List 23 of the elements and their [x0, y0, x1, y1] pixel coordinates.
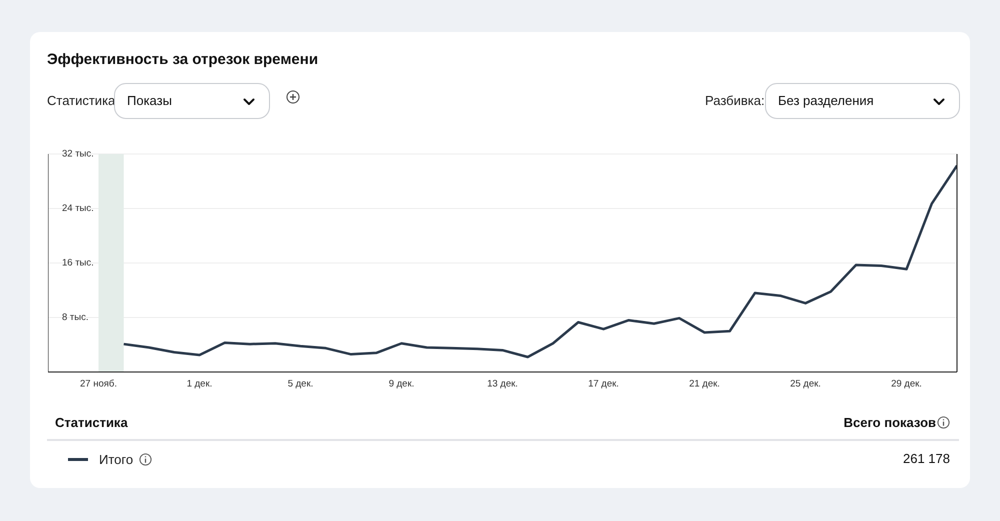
text: Показы: [127, 93, 172, 108]
x-tick-label: 25 дек.: [790, 378, 821, 390]
x-tick-label: 27 нояб.: [80, 378, 117, 390]
text: Без разделения: [778, 93, 874, 108]
x-tick-label: 5 дек.: [288, 378, 314, 390]
text: Статистика: [47, 93, 116, 108]
text: Всего показов: [844, 415, 936, 430]
x-tick-label: 13 дек.: [487, 378, 518, 390]
x-tick-label: 9 дек.: [388, 378, 414, 390]
x-tick-label: 29 дек.: [891, 378, 922, 390]
x-tick-label: 21 дек.: [689, 378, 720, 390]
x-tick-label: 1 дек.: [186, 378, 212, 390]
chart-title: Эффективность за отрезок времени: [47, 51, 318, 68]
y-tick-label: 8 тыс.: [62, 312, 88, 324]
y-tick-label: 16 тыс.: [62, 258, 94, 269]
text: Статистика: [55, 415, 128, 430]
legend-label: Итого: [99, 452, 134, 466]
x-tick-label: 17 дек.: [588, 378, 619, 390]
text: Разбивка:: [705, 93, 765, 108]
y-tick-label: 24 тыс.: [62, 203, 94, 214]
text: 261 178: [903, 451, 950, 466]
y-tick-label: 32 тыс.: [62, 148, 94, 160]
line-series: [122, 164, 957, 358]
